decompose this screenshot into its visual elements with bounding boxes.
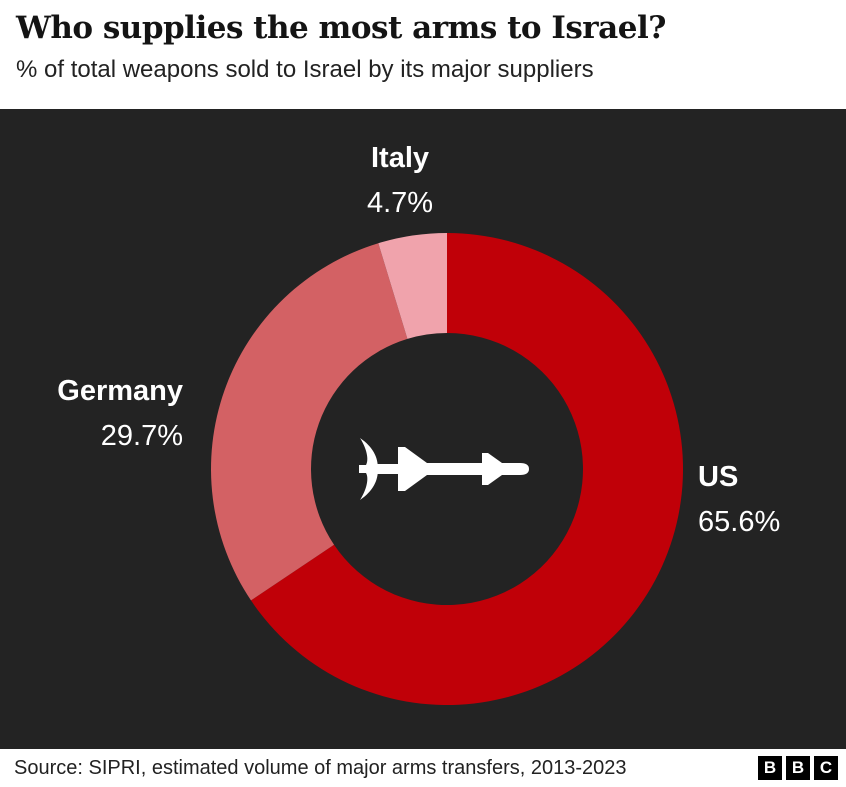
- segment-name: US: [698, 461, 739, 493]
- segment-value: 4.7%: [366, 187, 434, 219]
- donut-segments: [211, 233, 684, 705]
- segment-value: 65.6%: [698, 506, 781, 538]
- chart-footer: Source: SIPRI, estimated volume of major…: [0, 749, 846, 787]
- page-subtitle: % of total weapons sold to Israel by its…: [16, 56, 594, 83]
- chart-header: Who supplies the most arms to Israel? % …: [0, 0, 846, 109]
- donut-segment-us: [250, 233, 684, 705]
- segment-value: 29.7%: [100, 420, 183, 452]
- donut-segment-italy: [378, 233, 447, 339]
- bbc-logo-block: B: [786, 756, 810, 780]
- segment-name: Italy: [370, 142, 430, 174]
- page-title: Who supplies the most arms to Israel?: [16, 10, 666, 46]
- donut-chart: [211, 233, 684, 705]
- bbc-logo: B B C: [758, 756, 838, 780]
- segment-label-italy: Italy 4.7%: [320, 142, 480, 220]
- donut-segment-germany: [211, 243, 408, 601]
- segment-label-us: US 65.6%: [698, 461, 846, 539]
- donut-chart-panel: Italy 4.7% Germany 29.7% US 65.6%: [0, 109, 846, 749]
- bbc-logo-block: C: [814, 756, 838, 780]
- source-text: Source: SIPRI, estimated volume of major…: [14, 756, 627, 779]
- missile-icon: [359, 438, 529, 500]
- segment-label-germany: Germany 29.7%: [0, 375, 183, 453]
- segment-name: Germany: [57, 375, 183, 407]
- bbc-logo-block: B: [758, 756, 782, 780]
